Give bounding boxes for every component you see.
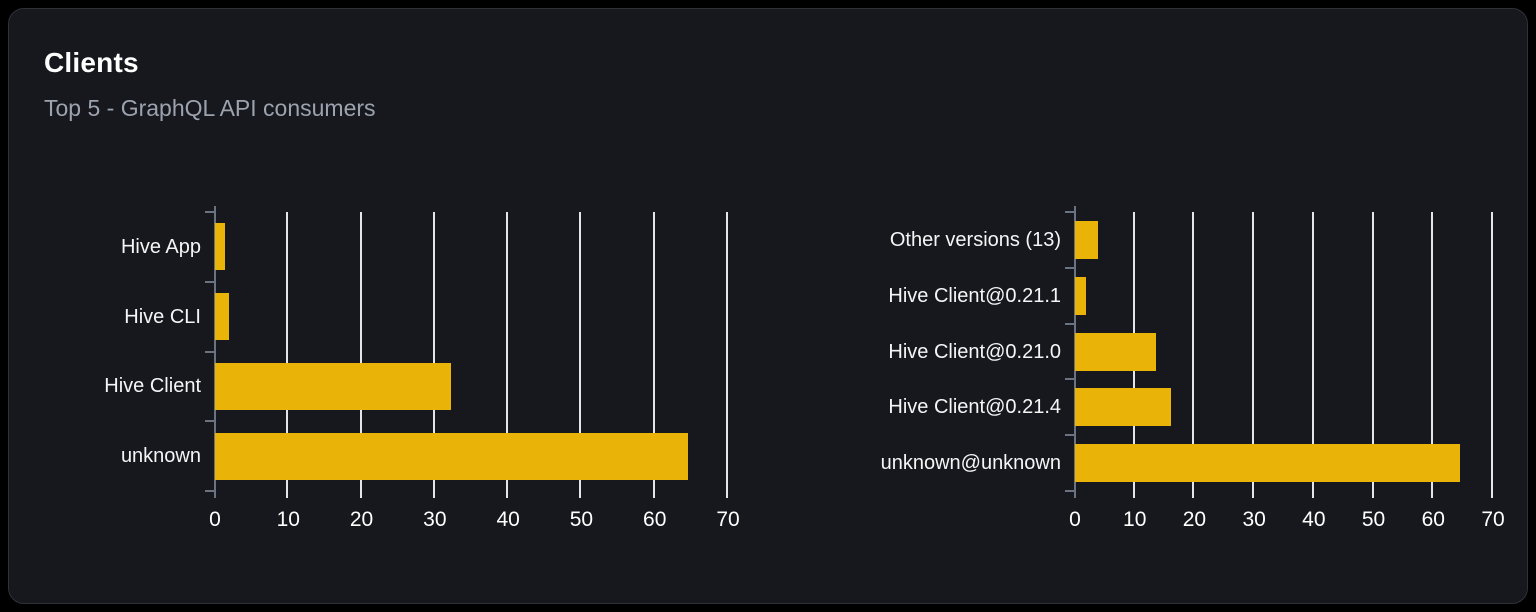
y-axis-line — [214, 206, 216, 498]
gridline — [1371, 212, 1374, 498]
gridline — [1252, 212, 1255, 498]
x-tick-label: 10 — [276, 508, 300, 531]
x-tick-label: 20 — [349, 508, 374, 531]
x-tick-label: 30 — [423, 508, 447, 531]
bar-hive-client-0-21-1[interactable] — [1075, 276, 1086, 315]
bar-hive-client-0-21-4[interactable] — [1075, 388, 1172, 427]
gridline — [506, 212, 509, 498]
x-tick-label: 50 — [569, 508, 594, 531]
gridline — [652, 212, 655, 498]
category-label: Hive Client@0.21.0 — [888, 340, 1061, 363]
category-label: Other versions (13) — [889, 228, 1061, 251]
y-axis-tick — [1065, 378, 1074, 381]
gridline — [432, 212, 435, 498]
x-tick-label: 0 — [209, 508, 221, 531]
y-axis-tick — [205, 420, 214, 423]
category-label: Hive App — [120, 235, 201, 258]
gridline — [579, 212, 582, 498]
x-tick-label: 40 — [1302, 508, 1326, 531]
clients-card: Clients Top 5 - GraphQL API consumers Hi… — [8, 8, 1528, 604]
gridline — [359, 212, 362, 498]
category-label: Hive CLI — [124, 305, 201, 328]
y-axis-tick — [1065, 434, 1074, 437]
y-axis-tick — [205, 490, 214, 492]
gridline — [726, 212, 728, 498]
bar-hive-client[interactable] — [215, 362, 451, 410]
bar-unknown-unknown[interactable] — [1075, 444, 1461, 483]
y-axis-tick — [1065, 266, 1074, 269]
x-tick-label: 40 — [496, 508, 520, 531]
gridline — [1192, 212, 1195, 498]
x-tick-label: 20 — [1182, 508, 1207, 531]
gridline — [1311, 212, 1314, 498]
category-label: unknown@unknown — [880, 452, 1061, 475]
x-tick-label: 30 — [1242, 508, 1266, 531]
x-tick-label: 60 — [643, 508, 667, 531]
x-tick-label: 50 — [1361, 508, 1386, 531]
category-label: unknown — [120, 445, 201, 468]
x-tick-label: 70 — [716, 508, 740, 531]
bar-hive-client-0-21-0[interactable] — [1075, 332, 1156, 371]
bar-hive-cli[interactable] — [215, 293, 229, 341]
bar-unknown[interactable] — [215, 432, 688, 480]
x-tick-label: 60 — [1421, 508, 1445, 531]
y-axis-tick — [1065, 490, 1074, 492]
y-axis-tick — [205, 350, 214, 353]
y-axis-tick — [205, 280, 214, 283]
gridline — [286, 212, 289, 498]
gridline — [1431, 212, 1434, 498]
clients-by-name-chart: Hive App Hive CLI Hive Client unknown 0 10 20 3… — [9, 9, 1527, 603]
x-tick-label: 0 — [1069, 508, 1081, 531]
y-axis-tick — [1065, 211, 1074, 213]
category-label: Hive Client@0.21.1 — [888, 284, 1061, 307]
x-tick-label: 10 — [1123, 508, 1147, 531]
category-label: Hive Client — [104, 375, 201, 398]
y-axis-tick — [205, 211, 214, 213]
card-title: Clients — [44, 47, 139, 78]
bar-hive-app[interactable] — [215, 223, 225, 271]
bar-other-versions-13[interactable] — [1075, 220, 1099, 259]
gridline — [1491, 212, 1493, 498]
x-tick-label: 70 — [1481, 508, 1505, 531]
y-axis-tick — [1065, 322, 1074, 325]
clients-by-version-chart: Other versions (13) Hive Client@0.21.1 Hiv… — [9, 9, 1527, 603]
category-label: Hive Client@0.21.4 — [888, 396, 1061, 419]
card-subtitle: Top 5 - GraphQL API consumers — [44, 95, 376, 121]
